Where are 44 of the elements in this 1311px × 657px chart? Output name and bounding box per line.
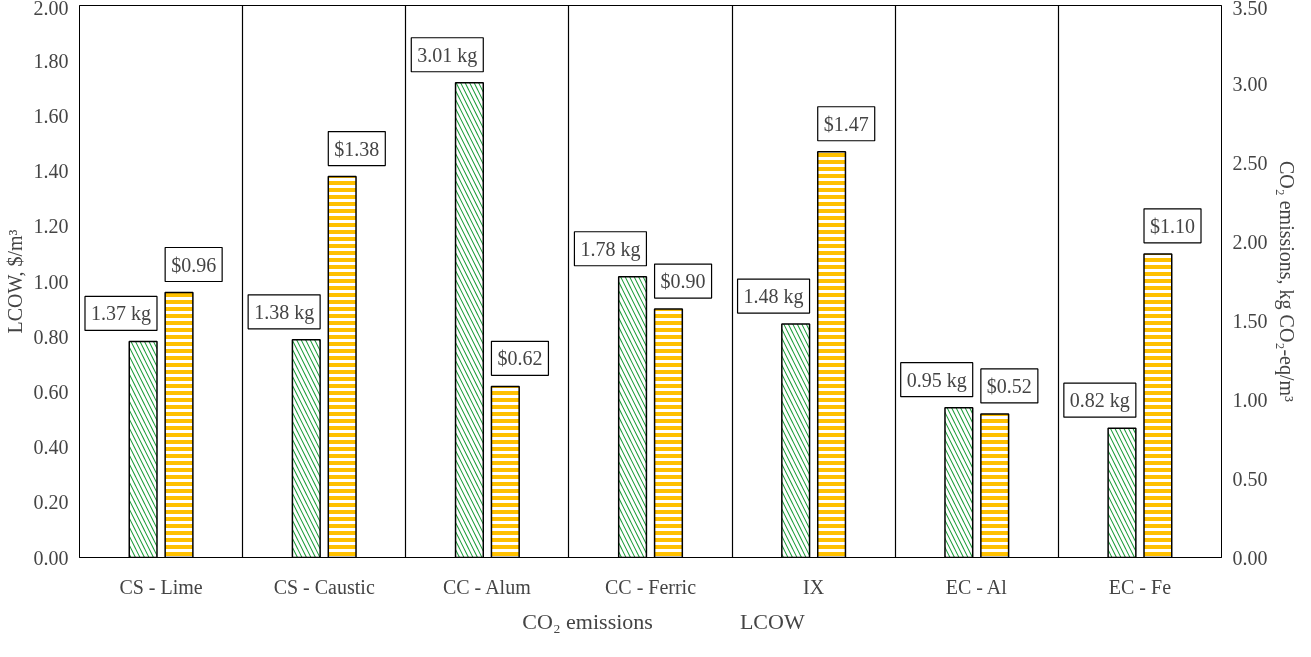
x-tick-label: CS - Caustic [273, 575, 375, 598]
y-tick-label: 0.00 [33, 546, 69, 569]
x-tick-label: CS - Lime [119, 575, 203, 598]
y-tick-label: 0.20 [33, 491, 69, 514]
y-tick-label: 0.60 [33, 380, 69, 403]
text: CO₂ emissions [522, 609, 653, 635]
y-tick-label: 0.40 [33, 436, 69, 459]
data-label: 3.01 kg [417, 43, 478, 67]
y-tick-label: 1.60 [33, 104, 69, 127]
data-label: 1.37 kg [90, 302, 151, 326]
x-tick-label: IX [803, 575, 825, 598]
y2-axis-title: CO₂ emissions, kg CO₂-eq/m³ [1274, 160, 1298, 403]
data-label: 0.82 kg [1069, 389, 1130, 413]
y-tick-label: 2.00 [33, 0, 69, 19]
data-label: 0.95 kg [906, 368, 967, 392]
data-label: $0.62 [497, 347, 543, 370]
y2-tick-label: 2.50 [1232, 152, 1268, 175]
x-tick-label: EC - Al [945, 575, 1008, 598]
x-tick-label: CC - Ferric [604, 575, 697, 598]
x-tick-label: EC - Fe [1108, 575, 1172, 598]
y-axis-title: LCOW, $/m³ [3, 229, 26, 334]
y-tick-label: 1.00 [33, 270, 69, 293]
data-label: $0.52 [986, 374, 1032, 397]
y2-tick-label: 0.50 [1232, 467, 1268, 490]
text: LCOW [739, 609, 805, 635]
data-label: 1.48 kg [743, 285, 804, 309]
y2-tick-label: 3.00 [1232, 73, 1268, 96]
data-label: 1.78 kg [580, 237, 641, 261]
data-label: $1.10 [1150, 214, 1196, 237]
y2-tick-label: 3.50 [1232, 0, 1268, 19]
y2-tick-label: 1.50 [1232, 309, 1268, 332]
y-tick-label: 0.80 [33, 325, 69, 348]
data-label: 1.38 kg [254, 300, 315, 324]
y-tick-label: 1.40 [33, 160, 69, 183]
data-label: $1.47 [823, 112, 869, 135]
data-label: $0.90 [660, 270, 706, 293]
y-tick-label: 1.20 [33, 215, 69, 238]
y2-tick-label: 0.00 [1232, 546, 1268, 569]
data-label: $0.96 [171, 253, 217, 276]
y-tick-label: 1.80 [33, 49, 69, 72]
x-tick-label: CC - Alum [442, 575, 532, 598]
data-label: $1.38 [334, 137, 380, 160]
y2-tick-label: 1.00 [1232, 388, 1268, 411]
y2-tick-label: 2.00 [1232, 231, 1268, 254]
